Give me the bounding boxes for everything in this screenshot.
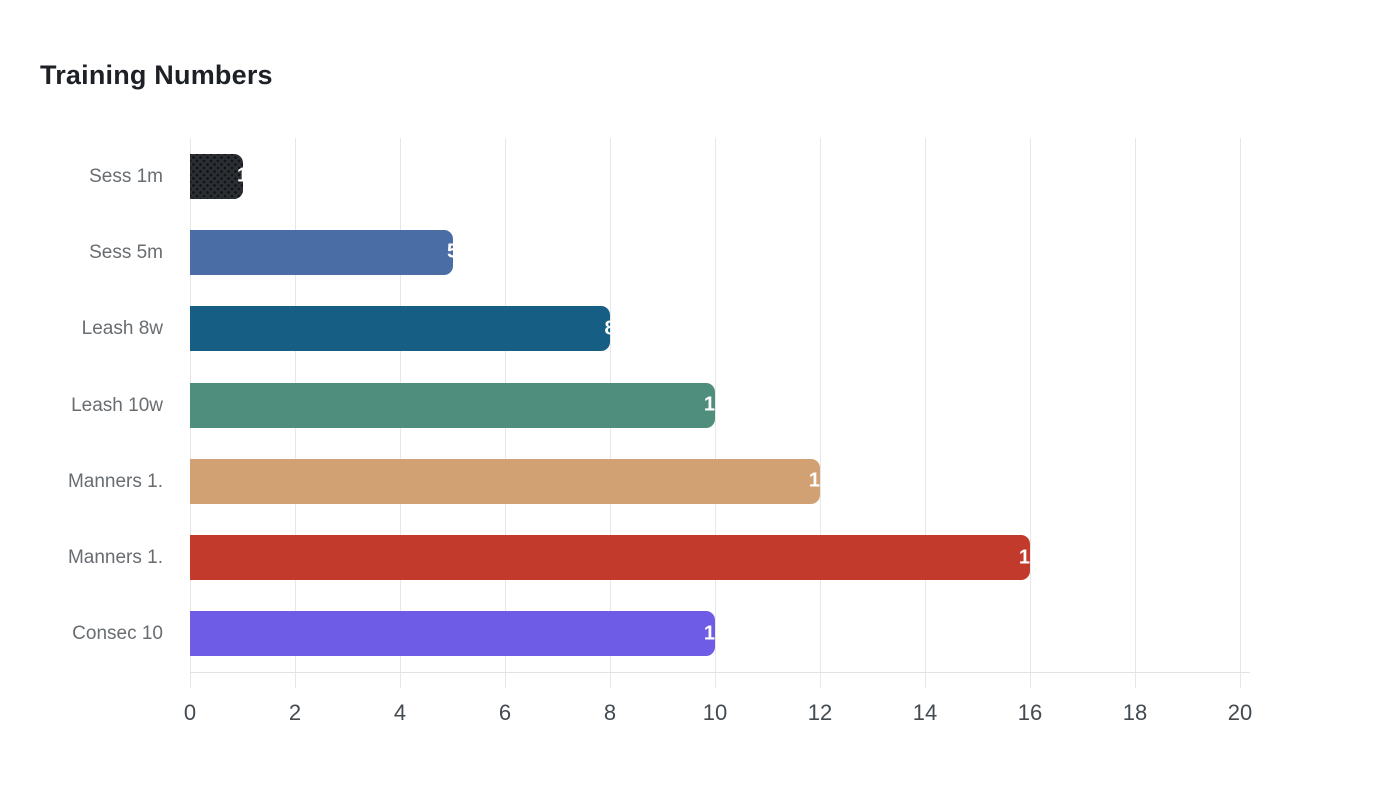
bar-value-label: 16 <box>1018 546 1042 569</box>
x-tick-label: 18 <box>1122 700 1148 725</box>
category-label: Manners 1. <box>67 470 163 492</box>
gridline <box>1240 138 1241 688</box>
category-label: Sess 5m <box>89 241 163 263</box>
category-label: Leash 10w <box>71 394 163 416</box>
gridline <box>1030 138 1031 688</box>
bar-value-label: 1 <box>236 164 249 187</box>
gridline <box>925 138 926 688</box>
x-tick-label: 8 <box>603 700 617 725</box>
category-label: Leash 8w <box>81 318 163 340</box>
x-tick-label: 10 <box>702 700 728 725</box>
chart-title: Training Numbers <box>40 60 273 90</box>
bar: 5 <box>190 229 458 275</box>
bar: 8 <box>190 306 616 352</box>
x-tick-label: 12 <box>807 700 833 725</box>
bar-value-label: 5 <box>446 240 459 263</box>
plot-area: 1 5 8 10 12 16 10 <box>190 138 1250 688</box>
x-axis-line <box>190 672 1250 673</box>
bar-value-label: 10 <box>703 622 727 645</box>
x-tick-label: 0 <box>183 700 197 725</box>
x-tick-label: 16 <box>1017 700 1043 725</box>
category-label: Consec 10 <box>72 623 163 645</box>
category-label: Manners 1. <box>67 547 163 569</box>
gridline <box>820 138 821 688</box>
bar: 12 <box>190 458 831 504</box>
x-tick-label: 6 <box>498 700 512 725</box>
bar: 10 <box>190 382 726 428</box>
category-label: Sess 1m <box>89 165 163 187</box>
x-tick-label: 20 <box>1227 700 1253 725</box>
bar: 16 <box>190 535 1041 581</box>
gridline <box>1135 138 1136 688</box>
bar-value-label: 8 <box>604 317 616 340</box>
bar: 10 <box>190 611 726 657</box>
bar-value-label: 10 <box>703 393 727 416</box>
x-tick-label: 4 <box>393 700 407 725</box>
x-tick-label: 14 <box>912 700 938 725</box>
bar: 1 <box>190 153 248 199</box>
gridline <box>715 138 716 688</box>
bar-value-label: 12 <box>808 469 832 492</box>
x-tick-label: 2 <box>288 700 302 725</box>
